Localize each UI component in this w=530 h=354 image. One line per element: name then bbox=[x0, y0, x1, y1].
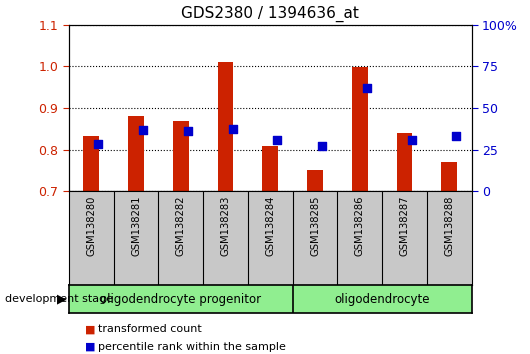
Bar bbox=[218, 62, 233, 191]
Point bbox=[363, 85, 371, 91]
Title: GDS2380 / 1394636_at: GDS2380 / 1394636_at bbox=[181, 6, 359, 22]
Text: development stage: development stage bbox=[5, 294, 113, 304]
Point bbox=[273, 137, 281, 142]
Bar bbox=[397, 133, 412, 191]
Bar bbox=[441, 162, 457, 191]
Text: GSM138284: GSM138284 bbox=[266, 196, 275, 256]
Point bbox=[408, 137, 416, 142]
Point bbox=[318, 143, 326, 149]
Text: GSM138283: GSM138283 bbox=[220, 196, 231, 256]
Text: ■: ■ bbox=[85, 324, 95, 334]
Point bbox=[228, 126, 237, 132]
Text: oligodendrocyte progenitor: oligodendrocyte progenitor bbox=[100, 293, 261, 306]
Bar bbox=[262, 146, 278, 191]
Text: GSM138288: GSM138288 bbox=[444, 196, 454, 256]
Bar bbox=[173, 121, 189, 191]
Text: GSM138282: GSM138282 bbox=[176, 196, 186, 256]
Bar bbox=[83, 136, 99, 191]
Bar bbox=[128, 116, 144, 191]
Text: GSM138280: GSM138280 bbox=[86, 196, 96, 256]
Text: GSM138285: GSM138285 bbox=[310, 196, 320, 256]
Point bbox=[139, 127, 147, 133]
Text: oligodendrocyte: oligodendrocyte bbox=[334, 293, 430, 306]
Text: ■: ■ bbox=[85, 342, 95, 352]
Point bbox=[183, 129, 192, 134]
Text: percentile rank within the sample: percentile rank within the sample bbox=[98, 342, 286, 352]
Bar bbox=[352, 67, 368, 191]
Text: GSM138281: GSM138281 bbox=[131, 196, 141, 256]
Point bbox=[94, 141, 103, 147]
Point bbox=[452, 133, 461, 139]
Text: GSM138287: GSM138287 bbox=[400, 196, 410, 256]
Bar bbox=[307, 170, 323, 191]
Text: transformed count: transformed count bbox=[98, 324, 202, 334]
Text: ▶: ▶ bbox=[57, 293, 66, 306]
Text: GSM138286: GSM138286 bbox=[355, 196, 365, 256]
